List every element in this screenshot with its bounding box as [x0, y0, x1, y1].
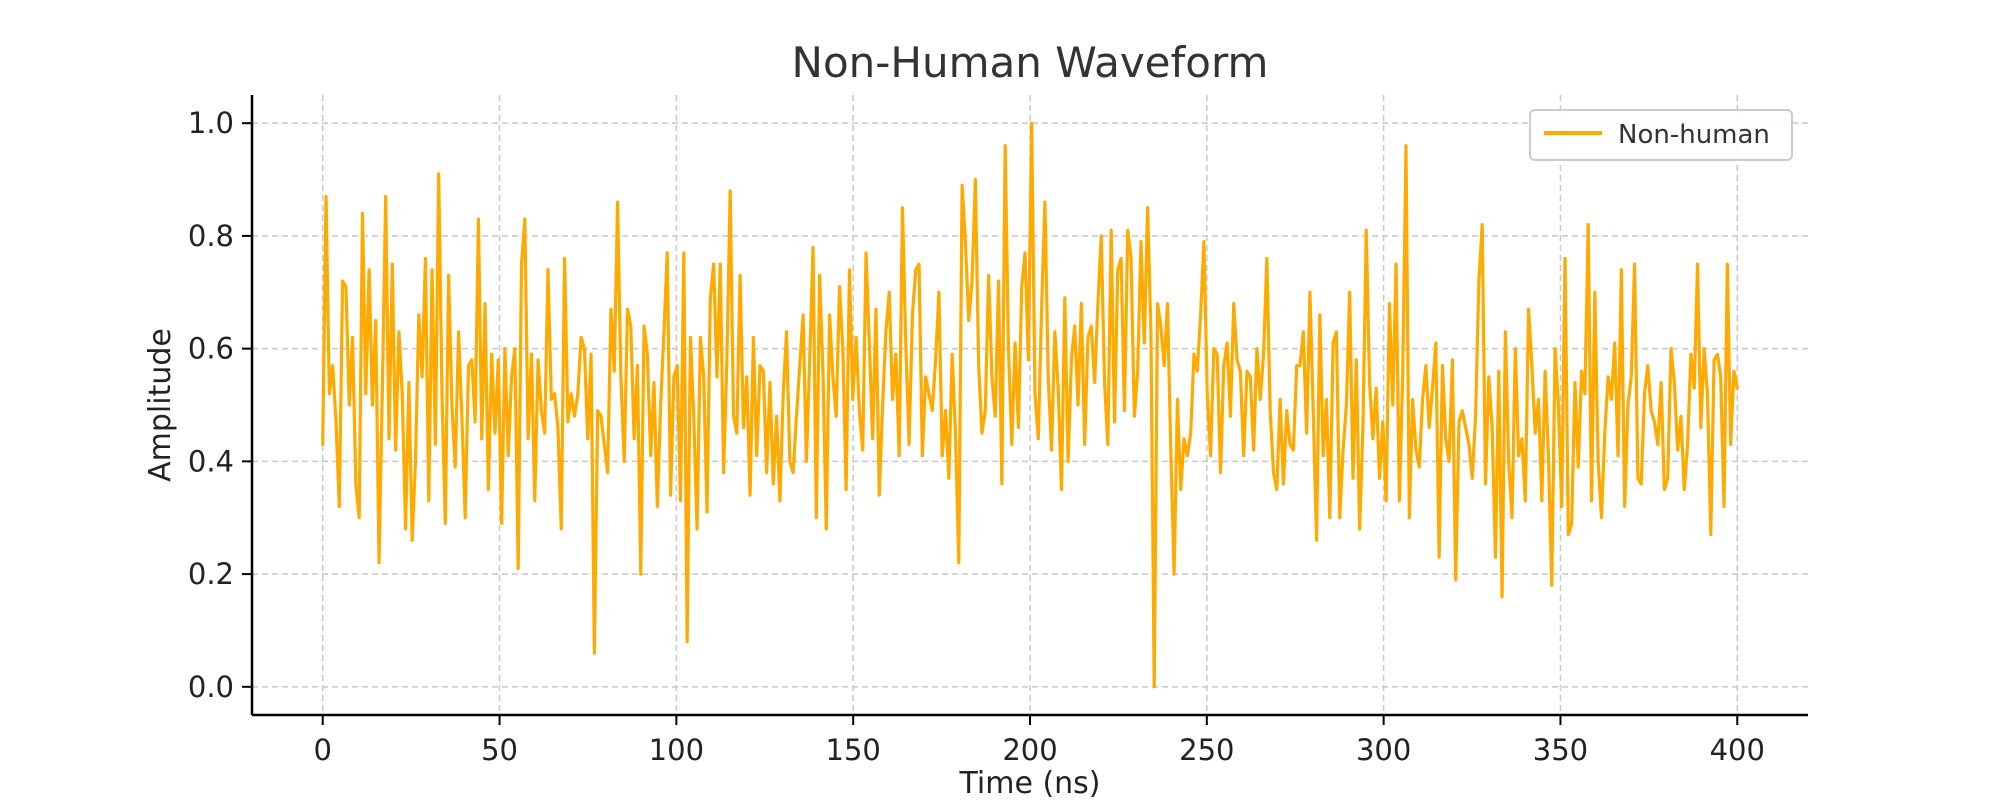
x-tick-label: 200 — [1002, 733, 1057, 767]
legend-label: Non-human — [1618, 120, 1770, 150]
chart-title: Non-Human Waveform — [792, 38, 1269, 87]
y-tick-label: 0.0 — [188, 670, 234, 704]
x-tick-label: 250 — [1179, 733, 1234, 767]
y-tick-label: 0.4 — [188, 444, 234, 478]
x-tick-label: 0 — [314, 733, 332, 767]
series-layer — [321, 121, 1739, 689]
x-tick-label: 100 — [649, 733, 704, 767]
x-tick-label: 400 — [1710, 733, 1765, 767]
y-tick-label: 0.2 — [188, 557, 234, 591]
y-tick-label: 0.6 — [188, 332, 234, 366]
x-tick-label: 350 — [1533, 733, 1588, 767]
y-tick-label: 0.8 — [188, 219, 234, 253]
y-tick-label: 1.0 — [188, 106, 234, 140]
legend: Non-human — [1529, 109, 1793, 161]
y-axis-label: Amplitude — [143, 328, 178, 482]
x-tick-label: 150 — [826, 733, 881, 767]
x-tick-label: 300 — [1356, 733, 1411, 767]
legend-box — [1529, 109, 1793, 161]
ticks-layer: 0 50 100 150 200 250 300 350 400 0.0 0.2 0.4 0.6 0.8 1… — [188, 106, 1765, 767]
x-axis-label: Time (ns) — [958, 766, 1100, 800]
x-tick-label: 50 — [481, 733, 518, 767]
series-line — [321, 121, 1739, 689]
